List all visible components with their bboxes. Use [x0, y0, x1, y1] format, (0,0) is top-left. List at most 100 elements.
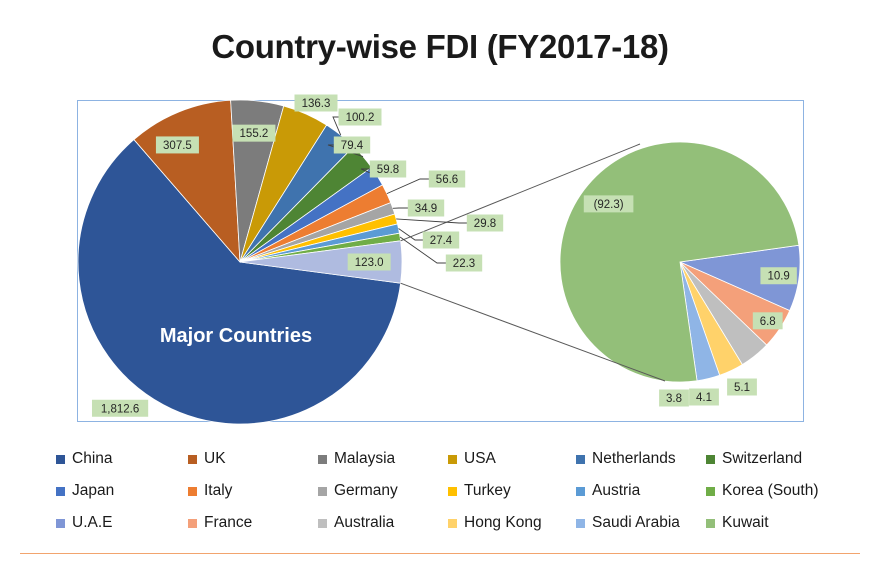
data-label-germany-box: [407, 199, 445, 217]
legend-item-switzerland: Switzerland: [706, 448, 802, 470]
data-label-usa-text: 136.3: [302, 98, 331, 110]
data-label-japan-text: 59.8: [377, 164, 399, 176]
data-label-france: 6.8: [752, 312, 783, 330]
data-label-kuwait-text: (92.3): [594, 199, 624, 211]
legend-label: Australia: [334, 514, 395, 531]
data-label-france-text: 6.8: [760, 316, 776, 328]
legend-item-germany: Germany: [318, 480, 398, 502]
legend-swatch: [576, 486, 585, 496]
legend-item-malaysia: Malaysia: [318, 448, 395, 470]
legend-item-france: France: [188, 512, 252, 534]
main-pie-label: Major Countries: [160, 325, 312, 347]
data-label-kuwait: (92.3): [583, 195, 634, 213]
legend-label: France: [204, 514, 253, 531]
slice-china: [77, 139, 402, 425]
data-label-malaysia-text: 155.2: [240, 128, 269, 140]
data-label-saudi-arabia: 3.8: [659, 389, 689, 407]
legend-item-austria: Austria: [576, 480, 640, 502]
legend-swatch: [706, 454, 715, 464]
data-label-korea-south-text: 22.3: [453, 258, 475, 270]
legend-label: Netherlands: [592, 450, 676, 467]
legend-label: China: [72, 450, 113, 467]
legend-label: Malaysia: [334, 450, 396, 467]
legend-item-hong-kong: Hong Kong: [448, 512, 542, 534]
legend-swatch: [576, 454, 585, 464]
data-label-u-a-e-text: 10.9: [767, 271, 789, 283]
legend-label: Hong Kong: [464, 514, 542, 531]
data-label-italy-box: [428, 170, 466, 188]
legend-swatch: [318, 518, 327, 528]
legend-label: Japan: [72, 482, 115, 499]
data-label-uk-text: 307.5: [163, 140, 192, 152]
data-label-korea-south-box: [445, 254, 483, 272]
data-label-saudi-arabia-box: [659, 389, 689, 407]
data-label-germany: 34.9: [407, 199, 445, 217]
data-label-australia-box: [727, 378, 757, 396]
data-label-japan: 59.8: [369, 160, 407, 178]
data-label-italy-text: 56.6: [436, 174, 458, 186]
legend-item-turkey: Turkey: [448, 480, 511, 502]
legend-swatch: [706, 486, 715, 496]
data-label-usa-box: [294, 94, 338, 112]
data-label-japan-box: [369, 160, 407, 178]
legend-label: U.A.E: [72, 514, 113, 531]
data-label-u-a-e-box: [760, 267, 797, 285]
legend-swatch: [448, 454, 457, 464]
data-label-turkey: 29.8: [466, 214, 504, 232]
legend-item-u-a-e: U.A.E: [56, 512, 112, 534]
data-label-austria-leader: [398, 228, 425, 241]
legend-label: USA: [464, 450, 496, 467]
plot-area-border: [77, 100, 804, 422]
data-label-hong-kong: 4.1: [689, 388, 719, 406]
legend-swatch: [56, 518, 65, 528]
data-label-switzerland-box: [333, 136, 371, 154]
legend-label: Kuwait: [722, 514, 769, 531]
data-label-netherlands: 100.2: [338, 108, 382, 126]
data-label-others-text: 123.0: [355, 257, 384, 269]
legend-item-kuwait: Kuwait: [706, 512, 769, 534]
data-label-u-a-e: 10.9: [760, 267, 797, 285]
legend-item-uk: UK: [188, 448, 226, 470]
legend-label: UK: [204, 450, 226, 467]
legend-label: Switzerland: [722, 450, 803, 467]
legend-swatch: [56, 454, 65, 464]
legend-item-italy: Italy: [188, 480, 232, 502]
data-label-austria: 27.4: [422, 231, 460, 249]
data-label-austria-text: 27.4: [430, 235, 453, 247]
legend-swatch: [56, 486, 65, 496]
data-label-turkey-text: 29.8: [474, 218, 496, 230]
legend-swatch: [188, 518, 197, 528]
data-label-malaysia-box: [232, 124, 276, 142]
data-label-switzerland: 79.4: [333, 136, 371, 154]
legend-swatch: [188, 454, 197, 464]
slice-others: [239, 240, 403, 284]
legend-label: Korea (South): [722, 482, 819, 499]
data-label-turkey-leader: [396, 218, 469, 224]
data-label-korea-south: 22.3: [445, 254, 483, 272]
legend-item-japan: Japan: [56, 480, 114, 502]
legend-label: Austria: [592, 482, 641, 499]
footer-divider: [20, 553, 860, 554]
legend-swatch: [576, 518, 585, 528]
legend-item-australia: Australia: [318, 512, 394, 534]
data-label-netherlands-box: [338, 108, 382, 126]
data-label-netherlands-text: 100.2: [346, 112, 375, 124]
legend-label: Saudi Arabia: [592, 514, 680, 531]
connector-line-bottom: [400, 282, 666, 382]
legend-item-korea-south: Korea (South): [706, 480, 819, 502]
legend-label: Italy: [204, 482, 233, 499]
data-label-uk-box: [155, 136, 199, 154]
data-label-switzerland-text: 79.4: [341, 140, 364, 152]
data-label-austria-box: [422, 231, 460, 249]
data-label-australia: 5.1: [727, 378, 757, 396]
chart-title: Country-wise FDI (FY2017-18): [211, 28, 669, 65]
legend-swatch: [706, 518, 715, 528]
legend-swatch: [188, 486, 197, 496]
legend-swatch: [448, 518, 457, 528]
data-label-others-box: [347, 253, 391, 271]
data-label-hong-kong-box: [689, 388, 719, 406]
legend-swatch: [448, 486, 457, 496]
data-label-china: 1,812.6: [91, 399, 149, 417]
data-label-hong-kong-text: 4.1: [696, 392, 712, 404]
